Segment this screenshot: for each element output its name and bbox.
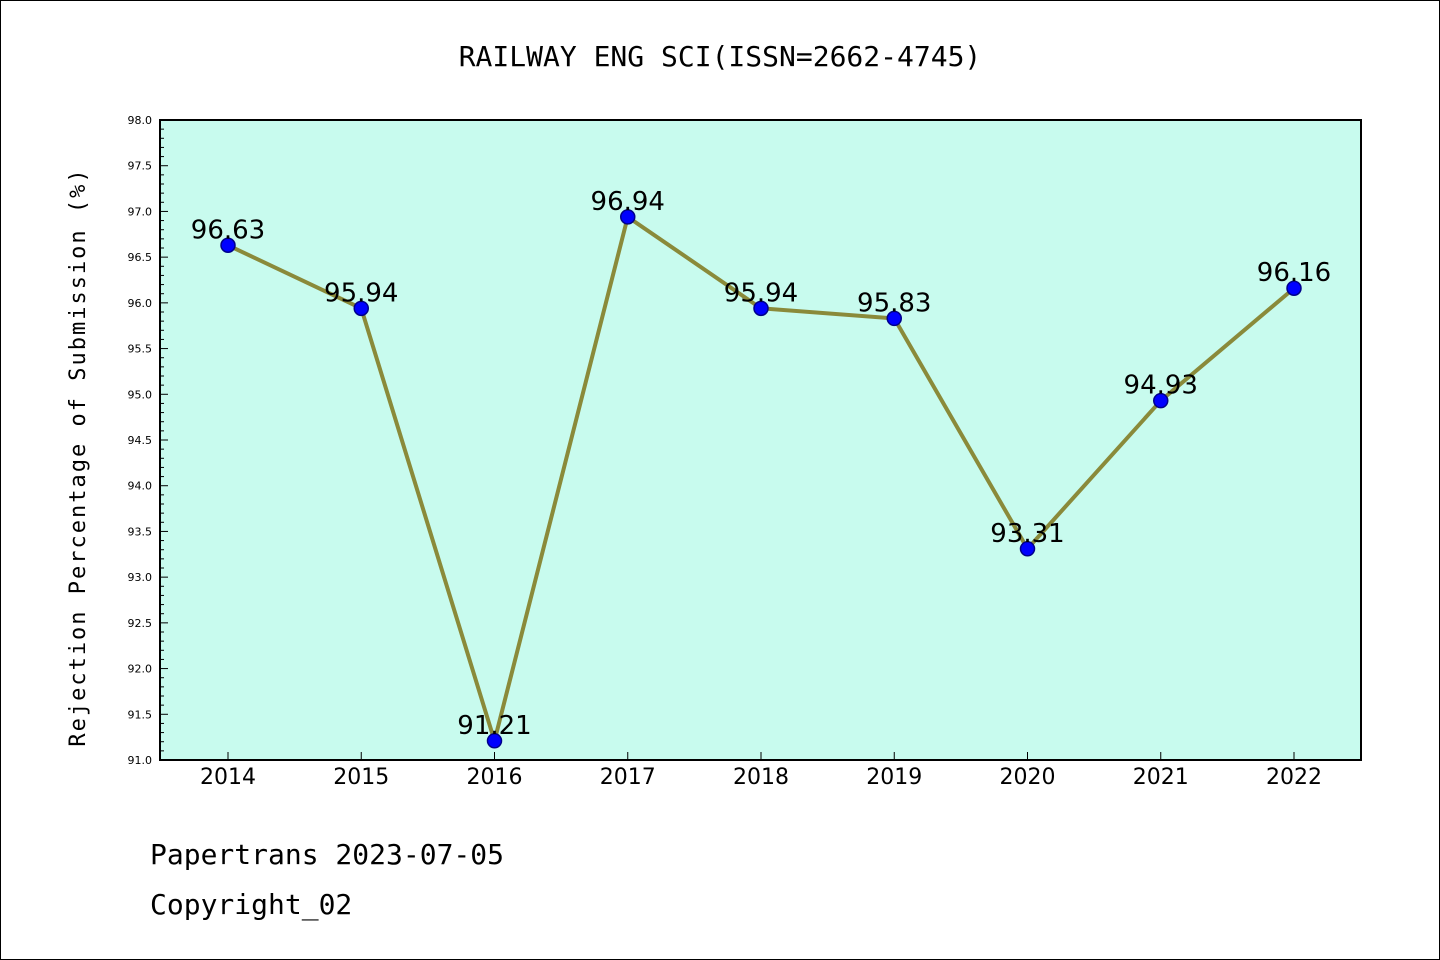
y-tick-label: 97.5 (128, 160, 153, 173)
data-label: 93.31 (990, 519, 1064, 549)
y-axis-label: Rejection Percentage of Submission (%) (66, 167, 91, 746)
y-tick-label: 93.5 (128, 525, 153, 538)
y-tick-label: 95.5 (128, 343, 153, 356)
y-tick-label: 93.0 (128, 571, 153, 584)
y-tick-label: 97.0 (128, 205, 153, 218)
footer-line-2: Copyright_02 (150, 888, 352, 922)
y-tick-label: 94.5 (128, 434, 153, 447)
data-labels: 96.63 95.94 91.21 96.94 95.94 95.83 93.31 94.93… (191, 187, 1331, 741)
x-axis-ticks: 2014 2015 2016 2017 2018 2019 2020 2021 2022 (200, 752, 1322, 790)
data-label: 95.94 (324, 278, 398, 308)
data-label: 96.16 (1257, 258, 1331, 288)
data-markers (220, 209, 1302, 749)
y-tick-label: 91.0 (128, 754, 153, 767)
y-tick-label: 96.0 (128, 297, 153, 310)
y-tick-label: 91.5 (128, 708, 153, 721)
y-axis-ticks: 91.0 91.5 92.0 92.5 93.0 93.5 94.0 94.5 95.0 95.5… (128, 114, 168, 767)
y-tick-label: 92.0 (128, 663, 153, 676)
data-point (353, 300, 369, 317)
y-tick-label: 94.0 (128, 480, 153, 493)
footer-line-1: Papertrans 2023-07-05 (150, 838, 504, 871)
x-tick-label: 2018 (733, 765, 789, 790)
y-tick-label: 95.0 (128, 388, 153, 401)
data-label: 91.21 (457, 711, 531, 741)
x-tick-label: 2019 (866, 765, 922, 790)
y-tick-label: 92.5 (128, 617, 153, 630)
x-tick-label: 2016 (467, 765, 523, 790)
data-point (1153, 392, 1169, 409)
x-tick-label: 2022 (1266, 765, 1322, 790)
data-point (886, 310, 902, 327)
plot-area (159, 119, 1362, 761)
data-label: 95.94 (724, 278, 798, 308)
data-point (1019, 541, 1036, 557)
data-label: 94.93 (1124, 371, 1198, 401)
data-label: 95.83 (857, 288, 931, 318)
x-tick-label: 2015 (333, 765, 389, 790)
x-tick-label: 2021 (1133, 765, 1189, 790)
x-tick-label: 2020 (1000, 765, 1056, 790)
y-tick-label: 98.0 (128, 114, 153, 127)
data-label: 96.63 (191, 215, 265, 245)
data-point (220, 237, 236, 254)
data-point (486, 733, 503, 749)
x-tick-label: 2017 (600, 765, 656, 790)
data-point (620, 209, 636, 225)
chart-title: RAILWAY ENG SCI(ISSN=2662-4745) (459, 40, 982, 73)
data-point (1286, 280, 1302, 296)
x-tick-label: 2014 (200, 765, 256, 790)
data-label: 96.94 (591, 187, 665, 217)
data-point (753, 300, 769, 317)
y-tick-label: 96.5 (128, 251, 153, 264)
